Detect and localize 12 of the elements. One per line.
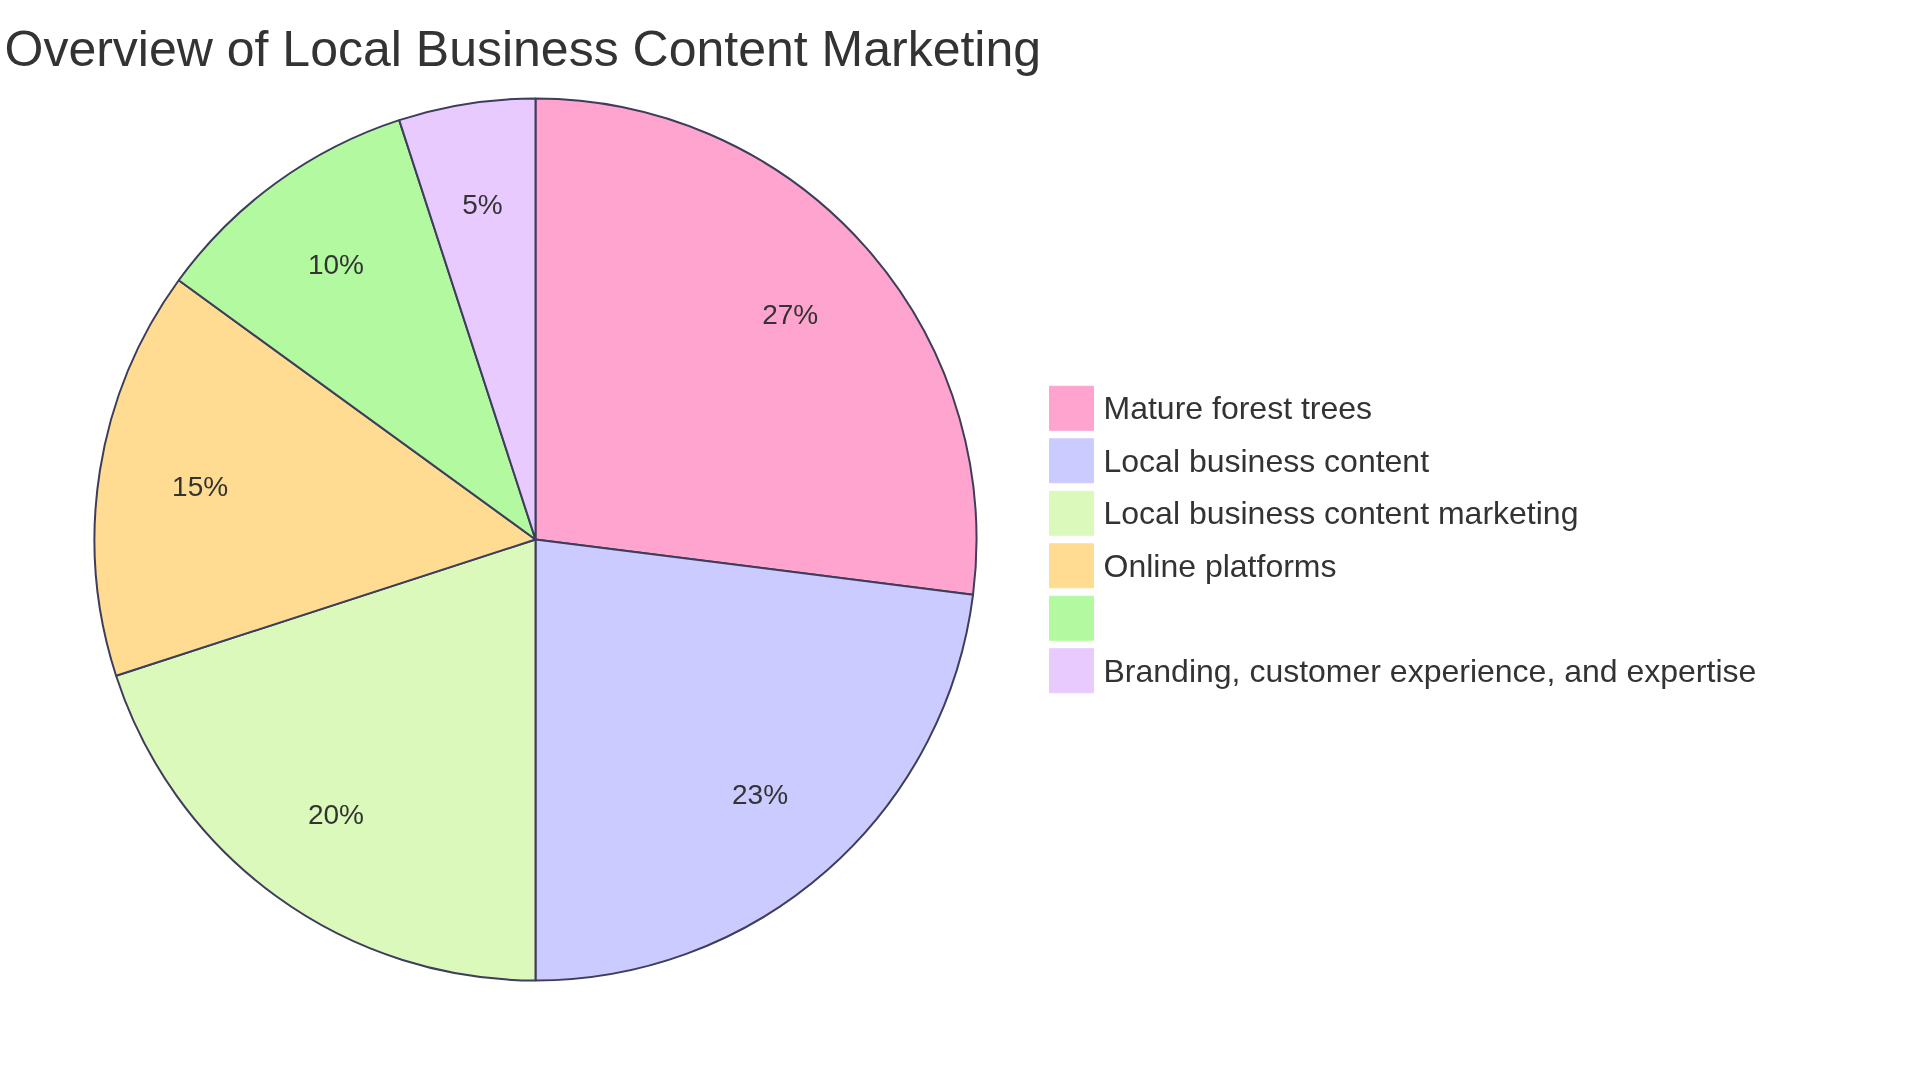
data-label: 15% (172, 470, 229, 502)
data-label: 27% (762, 299, 819, 331)
data-label: 20% (307, 798, 364, 830)
legend-label: Local business content (1103, 442, 1430, 479)
legend-label: Local business content marketing (1103, 495, 1579, 532)
data-label: 10% (307, 249, 364, 281)
data-label: 5% (462, 188, 503, 220)
chart-title: Overview of Local Business Content Marketing (4, 20, 1042, 77)
data-label: 23% (732, 778, 789, 810)
legend-label: Online platforms (1103, 547, 1337, 584)
legend-label: Mature forest trees (1103, 390, 1373, 427)
legend-label: Branding, customer experience, and expertise (1103, 652, 1757, 689)
